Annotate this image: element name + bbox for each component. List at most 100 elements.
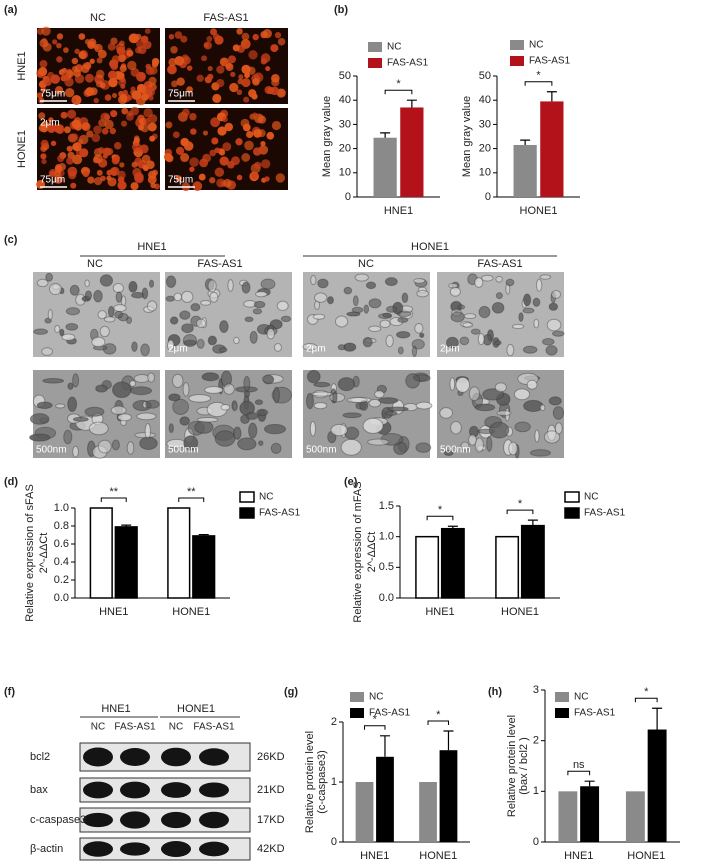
cell <box>109 127 116 135</box>
organelle <box>182 382 190 397</box>
cell <box>139 144 149 154</box>
bar <box>495 535 520 599</box>
bar <box>192 535 216 599</box>
organelle <box>508 441 518 456</box>
organelle <box>72 373 80 388</box>
significance-bracket <box>634 697 658 703</box>
significance-label: * <box>438 504 443 516</box>
cell <box>165 121 173 129</box>
organelle <box>377 397 399 404</box>
organelle <box>207 335 218 346</box>
bar <box>520 524 545 599</box>
tem-image <box>165 370 292 458</box>
organelle <box>368 325 382 332</box>
organelle <box>111 439 120 451</box>
y-tick-label: 10 <box>479 167 491 179</box>
x-tick-label: HNE1 <box>360 850 389 862</box>
legend-swatch <box>239 491 255 503</box>
bar <box>400 107 424 197</box>
organelle <box>29 413 50 425</box>
cell <box>202 130 208 136</box>
organelle <box>365 281 377 290</box>
organelle <box>535 278 543 292</box>
organelle <box>241 281 251 294</box>
y-tick-label: 1.0 <box>54 502 69 514</box>
cell <box>133 137 140 144</box>
cell <box>117 180 127 190</box>
organelle <box>67 382 74 390</box>
cell <box>36 92 44 99</box>
legend-swatch <box>510 56 524 66</box>
cell <box>265 66 271 72</box>
cell <box>214 147 221 154</box>
organelle <box>379 319 391 329</box>
cell <box>260 141 266 147</box>
cell <box>274 32 282 39</box>
band <box>199 748 229 766</box>
tem-image <box>29 370 160 459</box>
organelle <box>201 372 220 382</box>
organelle <box>495 275 503 283</box>
cell <box>241 32 250 41</box>
fluorescence-image <box>36 106 160 191</box>
cell <box>111 55 120 64</box>
lane-label: FAS-AS1 <box>114 722 156 733</box>
organelle <box>273 342 283 352</box>
organelle <box>337 377 356 392</box>
cell <box>87 40 96 49</box>
organelle <box>551 330 565 337</box>
cell <box>214 167 225 177</box>
cell <box>85 73 94 83</box>
bar <box>355 782 374 842</box>
cell <box>130 86 136 92</box>
significance-label: ns <box>573 759 585 771</box>
size-label: 17KD <box>257 814 285 826</box>
cell <box>203 41 212 50</box>
cell <box>181 108 190 117</box>
bar <box>89 507 113 599</box>
cell <box>252 147 262 156</box>
scale-label: 2μm <box>440 344 460 355</box>
organelle <box>258 440 264 446</box>
organelle <box>317 278 329 289</box>
cell <box>111 156 120 165</box>
cell <box>244 42 250 48</box>
organelle <box>84 406 105 417</box>
x-tick-label: HONE1 <box>501 606 539 618</box>
organelle <box>396 310 412 318</box>
y-tick-label: 0 <box>533 836 539 848</box>
organelle <box>546 318 562 332</box>
cell <box>260 53 271 63</box>
cell <box>145 66 154 76</box>
error-bar <box>380 132 391 138</box>
y-tick-label: 0 <box>485 191 491 203</box>
significance-label: * <box>436 709 441 721</box>
organelle <box>179 416 190 426</box>
legend-label: NC <box>574 692 588 703</box>
cell <box>190 128 197 135</box>
lane-label: FAS-AS1 <box>193 722 235 733</box>
scale-label: 500nm <box>168 445 199 456</box>
organelle <box>541 338 555 346</box>
cell <box>63 47 69 53</box>
organelle <box>397 346 404 355</box>
group-label: HNE1 <box>101 703 130 715</box>
cell <box>64 88 75 98</box>
cell <box>63 126 71 134</box>
error-bar <box>198 533 209 536</box>
cell <box>186 65 193 71</box>
organelle <box>165 275 177 288</box>
y-tick-label: 20 <box>479 143 491 155</box>
legend-swatch <box>555 708 569 718</box>
group-label: HONE1 <box>411 241 449 253</box>
organelle <box>449 286 461 297</box>
organelle <box>91 336 106 348</box>
cell <box>262 29 272 39</box>
cell <box>70 182 77 189</box>
cell <box>224 122 234 132</box>
cell <box>57 155 65 163</box>
cell <box>199 158 209 168</box>
cell <box>207 73 214 80</box>
cell <box>219 156 229 166</box>
organelle <box>63 429 73 445</box>
